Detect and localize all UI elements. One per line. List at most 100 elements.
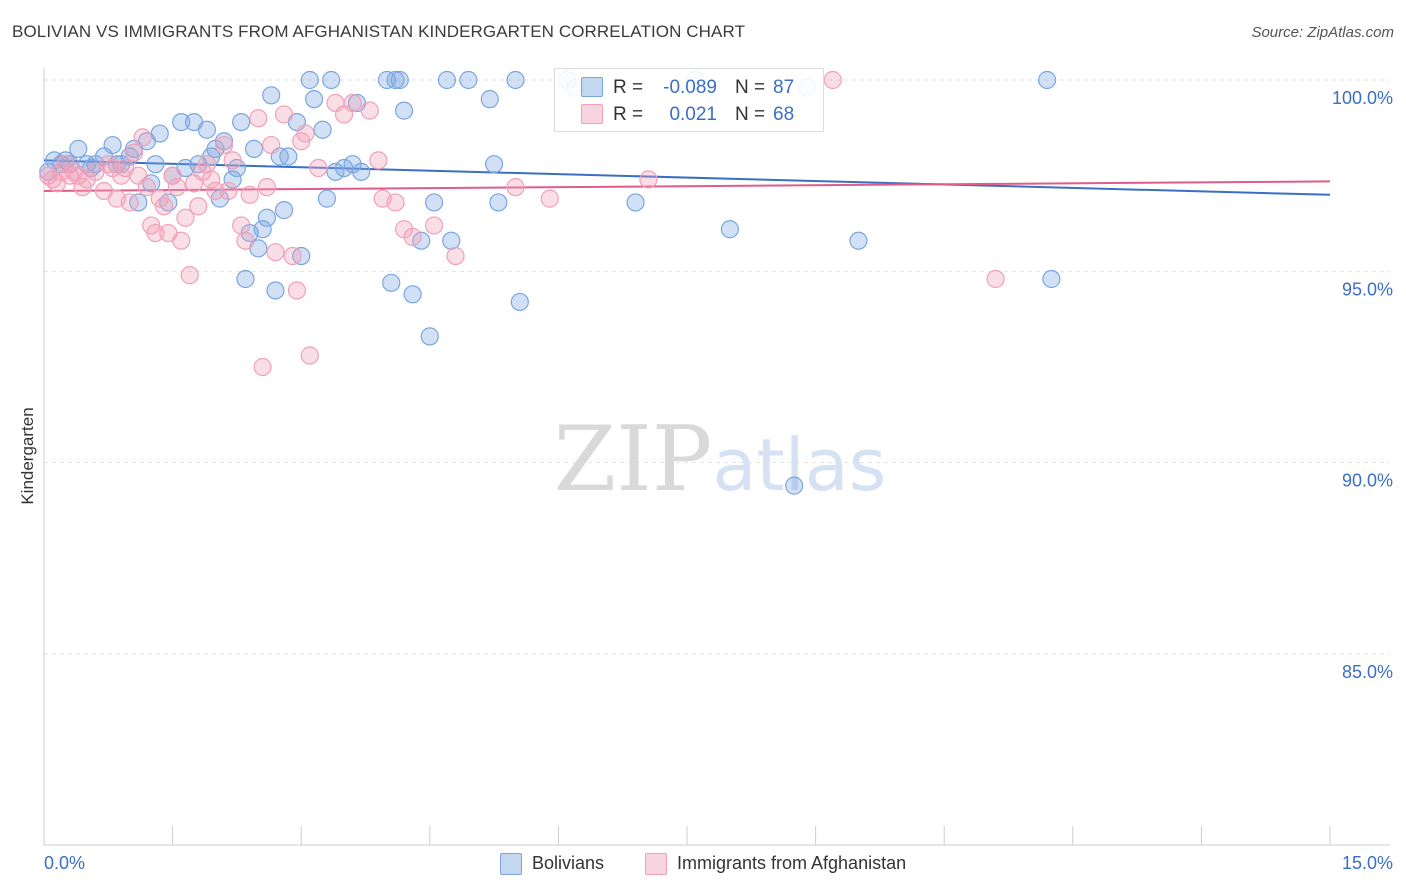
point-bolivians xyxy=(197,120,216,139)
point-bolivians xyxy=(214,132,234,151)
point-bolivians xyxy=(334,158,354,178)
point-afghanistan xyxy=(403,227,422,246)
point-afghanistan xyxy=(257,178,277,197)
point-bolivians xyxy=(1037,70,1057,90)
point-bolivians xyxy=(232,112,251,132)
x-tick-label-max: 15.0% xyxy=(1342,853,1393,873)
point-bolivians xyxy=(146,155,165,174)
point-afghanistan xyxy=(300,346,319,365)
trendline-bolivians xyxy=(43,159,1331,196)
point-bolivians xyxy=(300,70,319,90)
point-bolivians xyxy=(849,231,868,250)
point-bolivians xyxy=(257,208,277,227)
point-afghanistan xyxy=(214,135,234,155)
point-bolivians xyxy=(244,139,264,158)
point-bolivians xyxy=(720,220,739,239)
legend-n-value: 87 xyxy=(773,77,795,98)
watermark-atlas: atlas xyxy=(712,423,886,507)
x-tick-label-min: 0.0% xyxy=(44,853,85,873)
point-bolivians xyxy=(382,273,401,292)
point-afghanistan xyxy=(266,243,285,262)
legend-swatch-afghanistan xyxy=(645,853,667,875)
point-afghanistan xyxy=(146,223,165,243)
point-bolivians xyxy=(317,189,337,208)
point-afghanistan xyxy=(124,143,144,162)
point-bolivians xyxy=(304,90,324,109)
legend-n-value: 68 xyxy=(773,104,795,125)
point-afghanistan xyxy=(386,193,405,212)
point-afghanistan xyxy=(343,93,362,113)
point-afghanistan xyxy=(446,246,465,266)
point-afghanistan xyxy=(506,178,525,197)
point-bolivians xyxy=(322,70,341,90)
stats-legend: R = -0.089 N = 87 R = 0.021 N = 68 xyxy=(554,68,824,132)
point-bolivians xyxy=(510,292,529,312)
point-bolivians xyxy=(266,281,285,300)
point-afghanistan xyxy=(180,266,199,285)
point-afghanistan xyxy=(274,105,294,124)
legend-n-label: N = xyxy=(735,104,766,125)
legend-r-value: 0.021 xyxy=(669,104,717,125)
point-bolivians xyxy=(274,201,294,220)
legend-r-label: R = xyxy=(613,77,644,98)
y-tick-label: 95.0% xyxy=(1342,279,1393,299)
legend-swatch-afghanistan xyxy=(581,104,603,124)
point-bolivians xyxy=(390,70,409,90)
legend-swatch-bolivians xyxy=(581,77,603,97)
point-bolivians xyxy=(69,139,88,158)
point-bolivians xyxy=(626,193,645,212)
point-afghanistan xyxy=(236,231,255,250)
series-legend: Bolivians Immigrants from Afghanistan xyxy=(0,852,1406,878)
y-tick-label: 85.0% xyxy=(1342,662,1393,682)
point-afghanistan xyxy=(369,151,388,170)
watermark: ZIPatlas xyxy=(554,407,887,512)
legend-n-label: N = xyxy=(735,77,766,98)
point-afghanistan xyxy=(202,170,221,189)
point-bolivians xyxy=(253,220,272,239)
point-afghanistan xyxy=(639,170,658,189)
point-afghanistan xyxy=(120,193,139,212)
point-afghanistan xyxy=(424,216,444,235)
point-afghanistan xyxy=(163,166,182,185)
legend-label-afghanistan: Immigrants from Afghanistan xyxy=(677,853,907,873)
legend-label-bolivians: Bolivians xyxy=(532,853,605,873)
point-afghanistan xyxy=(249,109,268,128)
point-bolivians xyxy=(480,90,499,109)
point-afghanistan xyxy=(133,128,152,147)
point-afghanistan xyxy=(823,70,842,90)
point-bolivians xyxy=(485,155,504,174)
point-bolivians xyxy=(459,70,478,90)
y-tick-label: 90.0% xyxy=(1342,471,1393,491)
axes xyxy=(43,68,1390,846)
legend-r-value: -0.089 xyxy=(663,77,717,98)
point-bolivians xyxy=(223,170,242,189)
legend-r-label: R = xyxy=(613,104,644,125)
point-bolivians xyxy=(103,135,122,155)
point-afghanistan xyxy=(172,231,191,250)
legend-swatch-bolivians xyxy=(500,853,522,875)
point-afghanistan xyxy=(219,181,238,201)
point-bolivians xyxy=(262,86,281,105)
point-bolivians xyxy=(394,101,414,120)
point-afghanistan xyxy=(360,101,379,120)
point-afghanistan xyxy=(240,185,259,204)
point-bolivians xyxy=(279,147,298,166)
point-afghanistan xyxy=(296,124,315,143)
point-afghanistan xyxy=(167,178,186,197)
point-bolivians xyxy=(412,231,431,250)
point-bolivians xyxy=(489,193,508,212)
point-afghanistan xyxy=(986,269,1005,289)
legend-row-afghanistan: R = 0.021 N = 68 xyxy=(555,100,823,128)
point-bolivians xyxy=(437,70,457,90)
tick-labels: 100.0% 95.0% 90.0% 85.0% 0.0% 15.0% xyxy=(44,88,1393,873)
data-points xyxy=(39,70,1061,495)
point-bolivians xyxy=(506,70,525,90)
point-bolivians xyxy=(1042,269,1061,289)
point-bolivians xyxy=(352,162,371,181)
point-bolivians xyxy=(236,269,255,289)
point-afghanistan xyxy=(540,189,559,208)
chart-source: Source: ZipAtlas.com xyxy=(1251,24,1394,41)
point-afghanistan xyxy=(309,158,328,178)
point-afghanistan xyxy=(189,197,208,216)
